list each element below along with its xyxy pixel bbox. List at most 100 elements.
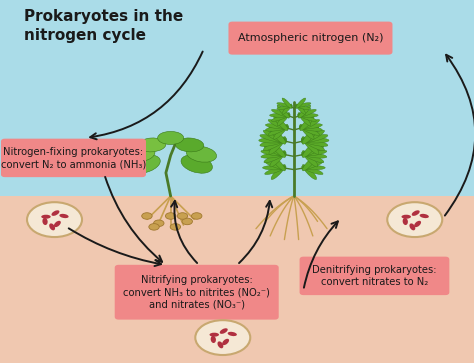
Ellipse shape: [270, 113, 290, 117]
Ellipse shape: [296, 104, 306, 114]
Ellipse shape: [282, 104, 292, 114]
Ellipse shape: [49, 223, 55, 231]
Ellipse shape: [263, 130, 286, 143]
Ellipse shape: [59, 214, 69, 218]
Ellipse shape: [182, 218, 192, 225]
Ellipse shape: [195, 320, 250, 355]
Ellipse shape: [269, 137, 286, 154]
Ellipse shape: [125, 146, 155, 162]
Ellipse shape: [272, 114, 290, 121]
Ellipse shape: [299, 119, 319, 130]
Ellipse shape: [154, 220, 164, 227]
Ellipse shape: [52, 210, 59, 216]
Ellipse shape: [165, 213, 176, 219]
Ellipse shape: [302, 161, 323, 170]
Ellipse shape: [263, 166, 286, 170]
Ellipse shape: [220, 328, 228, 334]
Ellipse shape: [300, 116, 314, 131]
Ellipse shape: [271, 156, 285, 171]
Ellipse shape: [181, 155, 212, 173]
Ellipse shape: [268, 125, 289, 135]
Ellipse shape: [273, 116, 288, 131]
Ellipse shape: [301, 150, 327, 156]
Ellipse shape: [402, 218, 408, 225]
Ellipse shape: [137, 138, 166, 152]
Ellipse shape: [269, 126, 286, 144]
Ellipse shape: [302, 151, 318, 167]
Ellipse shape: [260, 138, 286, 146]
Ellipse shape: [412, 210, 419, 216]
Ellipse shape: [264, 166, 286, 175]
Ellipse shape: [170, 224, 181, 230]
Ellipse shape: [259, 138, 286, 143]
Ellipse shape: [218, 341, 223, 348]
Ellipse shape: [301, 130, 325, 143]
Ellipse shape: [186, 146, 217, 162]
Ellipse shape: [268, 119, 289, 130]
Ellipse shape: [301, 152, 327, 158]
Ellipse shape: [42, 218, 48, 225]
Ellipse shape: [302, 126, 319, 144]
Ellipse shape: [273, 124, 288, 139]
Ellipse shape: [301, 134, 328, 142]
Ellipse shape: [302, 156, 317, 171]
Text: Atmospheric nitrogen (N₂): Atmospheric nitrogen (N₂): [238, 33, 383, 43]
Ellipse shape: [129, 155, 160, 173]
Bar: [0, 0, 474, 196]
Ellipse shape: [142, 213, 152, 219]
Ellipse shape: [260, 134, 286, 142]
Ellipse shape: [210, 336, 216, 343]
Ellipse shape: [261, 150, 286, 156]
Ellipse shape: [272, 109, 290, 117]
Ellipse shape: [298, 113, 318, 117]
Ellipse shape: [296, 98, 306, 109]
Text: Prokaryotes in the
nitrogen cycle: Prokaryotes in the nitrogen cycle: [24, 9, 183, 43]
Ellipse shape: [387, 202, 442, 237]
Ellipse shape: [270, 141, 285, 158]
Ellipse shape: [264, 152, 286, 163]
Ellipse shape: [302, 166, 323, 175]
Ellipse shape: [414, 221, 421, 227]
Ellipse shape: [177, 213, 188, 219]
FancyBboxPatch shape: [300, 257, 449, 295]
Ellipse shape: [41, 215, 51, 219]
FancyBboxPatch shape: [1, 139, 146, 177]
Ellipse shape: [301, 138, 329, 143]
Ellipse shape: [295, 103, 311, 107]
Ellipse shape: [277, 105, 292, 110]
Ellipse shape: [298, 114, 316, 121]
Ellipse shape: [298, 109, 316, 117]
Ellipse shape: [264, 161, 286, 170]
Ellipse shape: [277, 113, 290, 126]
Ellipse shape: [265, 126, 289, 131]
Text: Denitrifying prokaryotes:
convert nitrates to N₂: Denitrifying prokaryotes: convert nitrat…: [312, 265, 437, 287]
Bar: [0, 196, 474, 363]
Ellipse shape: [54, 221, 61, 227]
Ellipse shape: [298, 105, 310, 118]
Ellipse shape: [300, 124, 314, 139]
Ellipse shape: [157, 131, 183, 144]
Ellipse shape: [282, 98, 292, 109]
Ellipse shape: [271, 164, 285, 180]
Ellipse shape: [302, 137, 319, 154]
Ellipse shape: [228, 332, 237, 336]
Ellipse shape: [191, 213, 202, 219]
Ellipse shape: [301, 138, 325, 151]
Text: Nitrogen-fixing prokaryotes:
convert N₂ to ammonia (NH₃): Nitrogen-fixing prokaryotes: convert N₂ …: [1, 147, 146, 169]
Ellipse shape: [264, 146, 286, 156]
Ellipse shape: [401, 215, 411, 219]
Ellipse shape: [265, 124, 289, 129]
Ellipse shape: [301, 152, 324, 163]
Ellipse shape: [299, 126, 322, 131]
Ellipse shape: [295, 105, 311, 110]
Ellipse shape: [175, 138, 204, 152]
Ellipse shape: [149, 224, 159, 230]
FancyBboxPatch shape: [115, 265, 279, 320]
Ellipse shape: [222, 339, 229, 345]
Ellipse shape: [298, 113, 310, 126]
Ellipse shape: [270, 151, 285, 167]
Ellipse shape: [299, 125, 319, 135]
Ellipse shape: [302, 141, 318, 158]
Ellipse shape: [27, 202, 82, 237]
Ellipse shape: [299, 124, 322, 129]
